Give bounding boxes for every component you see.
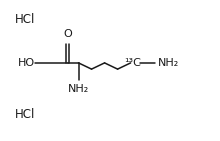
Text: NH₂: NH₂ [68,84,89,94]
Text: HO: HO [18,58,35,68]
Text: HCl: HCl [15,13,35,26]
Text: ¹³C: ¹³C [124,58,141,68]
Text: NH₂: NH₂ [158,58,179,68]
Text: HCl: HCl [15,108,35,121]
Text: O: O [63,29,72,39]
